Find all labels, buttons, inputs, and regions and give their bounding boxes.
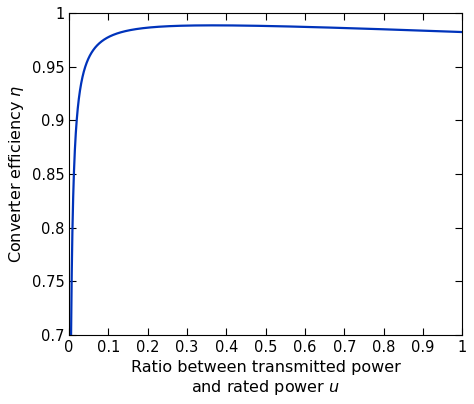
X-axis label: Ratio between transmitted power
and rated power $\mathit{u}$: Ratio between transmitted power and rate… [131, 360, 401, 397]
Y-axis label: Converter efficiency $\mathit{\eta}$: Converter efficiency $\mathit{\eta}$ [7, 84, 26, 263]
